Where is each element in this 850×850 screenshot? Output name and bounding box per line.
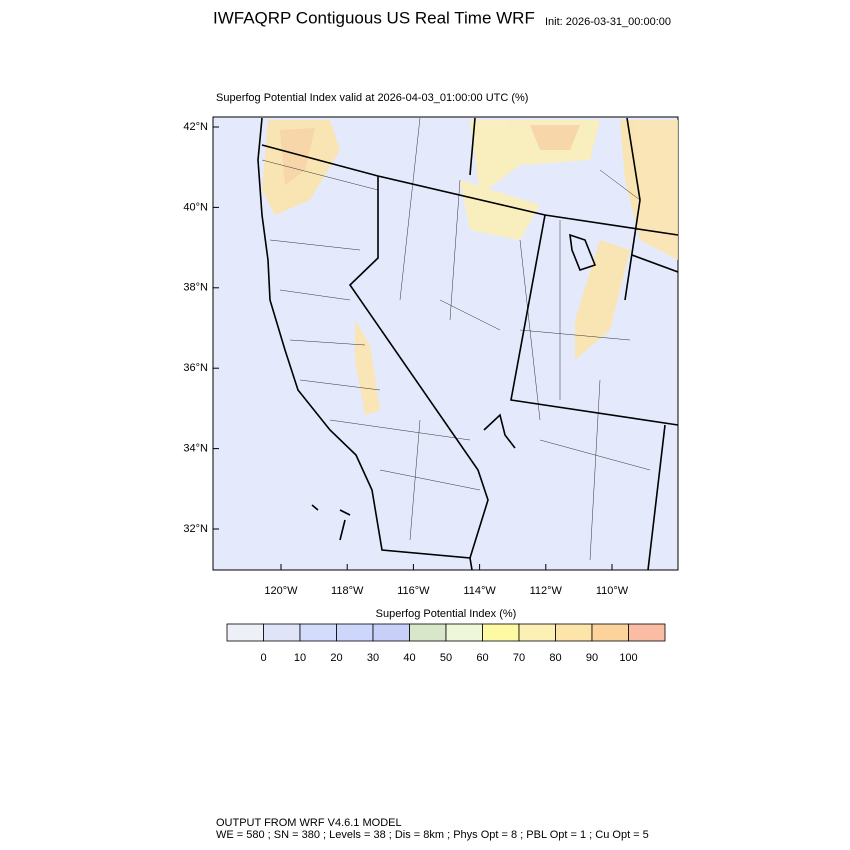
- colorbar-label: 30: [367, 652, 379, 664]
- lon-tick-label: 110°W: [596, 585, 629, 597]
- fog-field: [262, 120, 678, 415]
- lat-tick-label: 34°N: [183, 443, 208, 455]
- colorbar-box: [372, 623, 410, 642]
- colorbar-label: 20: [330, 652, 342, 664]
- colorbar-box: [226, 623, 264, 642]
- lat-tick-label: 32°N: [183, 523, 208, 535]
- colorbar-label: 10: [294, 652, 306, 664]
- colorbar-label: 50: [440, 652, 452, 664]
- lon-tick-label: 112°W: [530, 585, 563, 597]
- colorbar-box: [336, 623, 374, 642]
- colorbar-label: 100: [619, 652, 637, 664]
- colorbar-label: 60: [476, 652, 488, 664]
- colorbar-label: 90: [586, 652, 598, 664]
- lon-tick-label: 116°W: [397, 585, 430, 597]
- colorbar-box: [299, 623, 337, 642]
- colorbar: Superfog Potential Index (%): [376, 608, 517, 620]
- lon-tick-label: 120°W: [264, 585, 298, 597]
- colorbar-box: [445, 623, 483, 642]
- subtitle: Superfog Potential Index valid at 2026-0…: [216, 92, 528, 104]
- init-time: Init: 2026-03-31_00:00:00: [545, 16, 671, 28]
- colorbar-box: [628, 623, 666, 642]
- county-lines: [261, 117, 651, 561]
- title: IWFAQRP Contiguous US Real Time WRF: [213, 8, 535, 27]
- colorbar-label: 40: [403, 652, 415, 664]
- colorbar-box: [482, 623, 520, 642]
- colorbar-label: 80: [549, 652, 561, 664]
- lat-tick-label: 40°N: [183, 201, 208, 213]
- footer-line: OUTPUT FROM WRF V4.6.1 MODEL: [216, 817, 402, 829]
- colorbar-box: [591, 623, 629, 642]
- map: [212, 116, 679, 571]
- colorbar-label: 70: [513, 652, 525, 664]
- borders: [257, 117, 679, 571]
- colorbar-label: 0: [260, 652, 266, 664]
- colorbar-box: [409, 623, 447, 642]
- colorbar-box: [263, 623, 301, 642]
- lat-tick-label: 42°N: [183, 121, 208, 133]
- lat-tick-label: 38°N: [183, 282, 208, 294]
- lon-tick-label: 114°W: [463, 585, 496, 597]
- colorbar-box: [555, 623, 593, 642]
- colorbar-title: Superfog Potential Index (%): [376, 608, 517, 620]
- footer-line: WE = 580 ; SN = 380 ; Levels = 38 ; Dis …: [216, 829, 649, 841]
- lat-tick-label: 36°N: [183, 362, 208, 374]
- colorbar-box: [518, 623, 556, 642]
- lon-tick-label: 118°W: [331, 585, 364, 597]
